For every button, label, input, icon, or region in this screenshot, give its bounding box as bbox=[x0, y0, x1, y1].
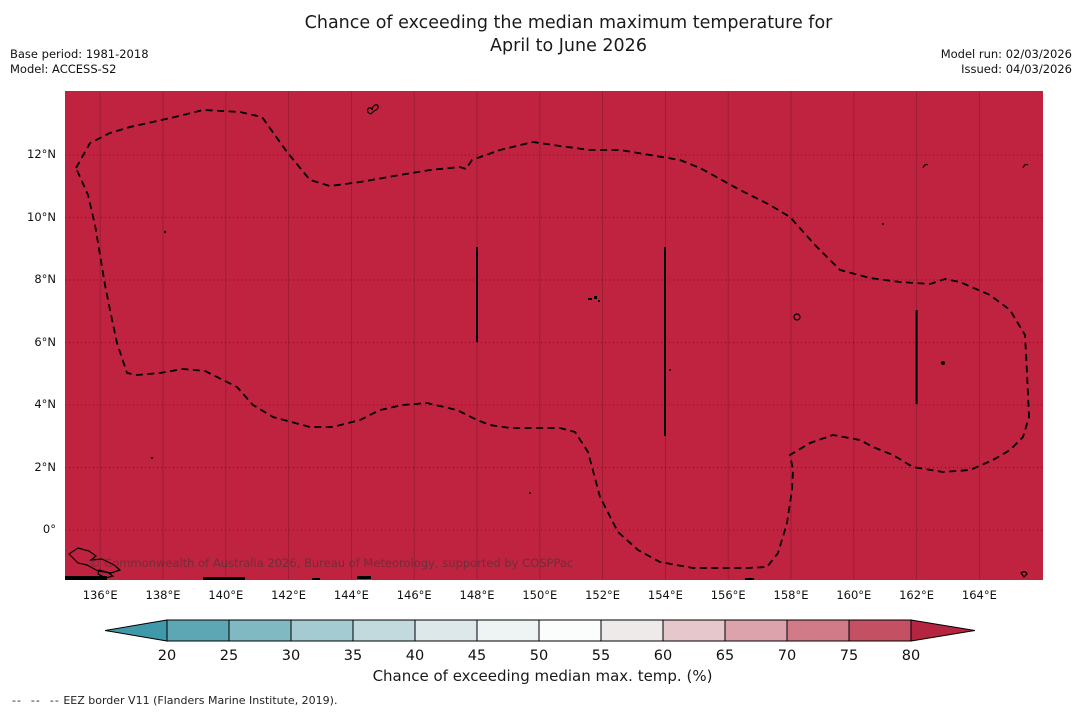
eez-footnote-text: EEZ border V11 (Flanders Marine Institut… bbox=[63, 694, 338, 707]
title-line-1: Chance of exceeding the median maximum t… bbox=[304, 13, 833, 33]
title-line-2: April to June 2026 bbox=[490, 36, 647, 57]
lon-tick-label: 146°E bbox=[396, 588, 432, 602]
copyright-watermark: © Commonwealth of Australia 2026, Bureau… bbox=[89, 556, 574, 570]
lon-tick-label: 164°E bbox=[961, 588, 997, 602]
lon-tick-label: 162°E bbox=[899, 588, 935, 602]
issued-text: Issued: 04/03/2026 bbox=[961, 62, 1072, 76]
colorbar-tick-label: 55 bbox=[592, 648, 610, 664]
lon-tick-label: 136°E bbox=[82, 588, 118, 602]
colorbar-segment bbox=[228, 619, 292, 642]
islands bbox=[65, 104, 1029, 580]
lon-tick-label: 152°E bbox=[585, 588, 621, 602]
colorbar-tick-label: 70 bbox=[778, 648, 796, 664]
islet-speck-4 bbox=[151, 457, 153, 459]
model-text: Model: ACCESS-S2 bbox=[10, 62, 117, 76]
islet-speck-3 bbox=[529, 492, 531, 494]
colorbar-segment bbox=[476, 619, 540, 642]
colorbar-segment bbox=[166, 619, 230, 642]
lat-tick-label: 8°N bbox=[34, 272, 56, 286]
island-guam bbox=[366, 104, 379, 115]
colorbar-segment bbox=[538, 619, 602, 642]
coastline-new-guinea bbox=[68, 547, 122, 579]
eez-dash-symbol: -- -- -- bbox=[12, 694, 60, 707]
lon-tick-label: 144°E bbox=[333, 588, 369, 602]
colorbar-tick-label: 75 bbox=[840, 648, 858, 664]
forecast-map bbox=[65, 91, 1043, 580]
colorbar-right-arrow bbox=[910, 619, 975, 642]
colorbar-tick-label: 60 bbox=[654, 648, 672, 664]
eez-footnote: -- -- -- EEZ border V11 (Flanders Marine… bbox=[12, 694, 337, 707]
colorbar-tick-label: 45 bbox=[468, 648, 486, 664]
model-run-text: Model run: 02/03/2026 bbox=[940, 47, 1072, 61]
base-period-text: Base period: 1981-2018 bbox=[10, 47, 149, 61]
longitude-axis: 136°E 138°E 140°E 142°E 144°E 146°E 148°E 150°E… bbox=[65, 588, 1043, 604]
colorbar-tick-label: 20 bbox=[158, 648, 176, 664]
lon-tick-label: 148°E bbox=[459, 588, 495, 602]
latitude-axis: 12°N 10°N 8°N 6°N 4°N 2°N 0° bbox=[0, 91, 56, 580]
lon-tick-label: 138°E bbox=[145, 588, 181, 602]
islet-southeast bbox=[1020, 571, 1028, 578]
colorbar-tick-label: 80 bbox=[902, 648, 920, 664]
colorbar-tick-label: 40 bbox=[406, 648, 424, 664]
colorbar-segment bbox=[662, 619, 726, 642]
colorbar-tick-label: 50 bbox=[530, 648, 548, 664]
colorbar: 20 25 30 35 40 45 50 55 60 65 70 75 80 bbox=[105, 619, 975, 664]
colorbar-segment bbox=[600, 619, 664, 642]
colorbar-segment bbox=[414, 619, 478, 642]
lat-tick-label: 12°N bbox=[27, 147, 56, 161]
colorbar-segment bbox=[848, 619, 912, 642]
lat-tick-label: 0° bbox=[42, 522, 56, 536]
islet-north-2 bbox=[1022, 163, 1029, 169]
islet-north-1 bbox=[922, 163, 929, 169]
lon-tick-label: 142°E bbox=[271, 588, 307, 602]
islet-speck-1 bbox=[882, 223, 884, 225]
lat-tick-label: 2°N bbox=[34, 459, 56, 474]
island-kosrae bbox=[941, 361, 945, 365]
lon-tick-label: 140°E bbox=[208, 588, 244, 602]
lon-tick-label: 154°E bbox=[647, 588, 683, 602]
map-area: © Commonwealth of Australia 2026, Bureau… bbox=[65, 91, 1043, 580]
lat-tick-label: 4°N bbox=[34, 397, 56, 411]
colorbar-tick-label: 65 bbox=[716, 648, 734, 664]
island-pohnpei bbox=[793, 313, 801, 321]
lon-tick-label: 156°E bbox=[710, 588, 746, 602]
lon-tick-label: 150°E bbox=[522, 588, 558, 602]
lat-tick-label: 10°N bbox=[27, 209, 56, 224]
colorbar-tick-label: 35 bbox=[344, 648, 362, 664]
colorbar-segment bbox=[290, 619, 354, 642]
colorbar-title: Chance of exceeding median max. temp. (%… bbox=[372, 667, 713, 685]
colorbar-left-arrow bbox=[105, 619, 168, 642]
islet-speck-2 bbox=[669, 369, 671, 371]
island-yap bbox=[163, 230, 167, 234]
coastline-bottom-edge bbox=[65, 576, 754, 580]
lon-tick-label: 160°E bbox=[836, 588, 872, 602]
colorbar-tick-label: 30 bbox=[282, 648, 300, 664]
page-title: Chance of exceeding the median maximum t… bbox=[0, 12, 1085, 58]
eez-meridian-borders bbox=[476, 247, 918, 436]
lon-tick-label: 158°E bbox=[773, 588, 809, 602]
lat-tick-label: 6°N bbox=[34, 334, 56, 349]
colorbar-segment bbox=[352, 619, 416, 642]
map-fill bbox=[65, 91, 1043, 580]
colorbar-segment bbox=[786, 619, 850, 642]
colorbar-tick-label: 25 bbox=[220, 648, 238, 664]
run-info: Model run: 02/03/2026 Issued: 04/03/2026 bbox=[941, 47, 1072, 77]
model-info: Base period: 1981-2018 Model: ACCESS-S2 bbox=[10, 47, 149, 77]
colorbar-segment bbox=[724, 619, 788, 642]
island-chuuk bbox=[588, 296, 600, 302]
